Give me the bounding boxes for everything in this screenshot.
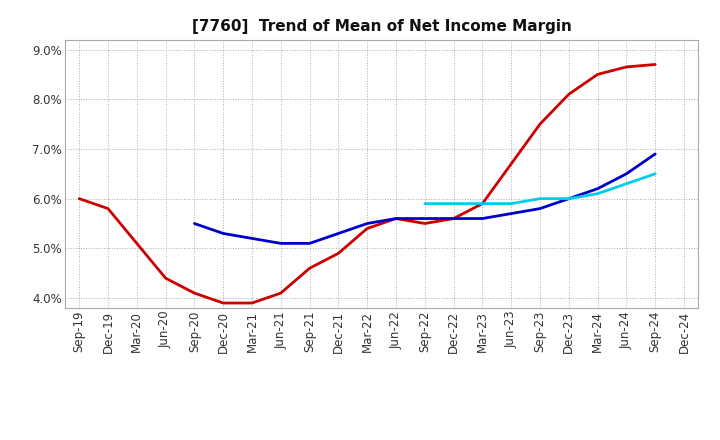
Title: [7760]  Trend of Mean of Net Income Margin: [7760] Trend of Mean of Net Income Margi… bbox=[192, 19, 572, 34]
